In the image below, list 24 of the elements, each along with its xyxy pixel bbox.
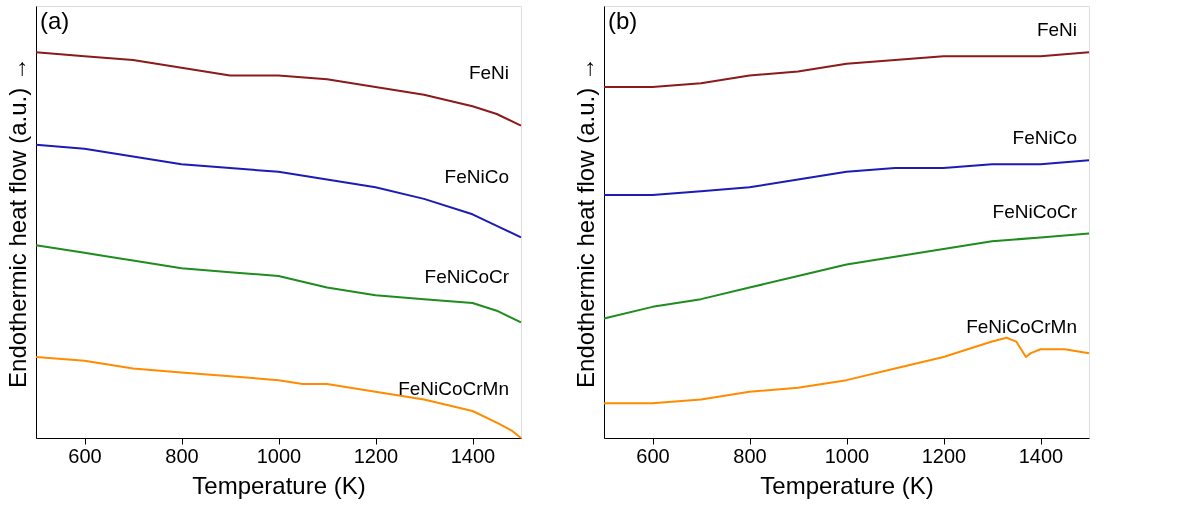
text: (b) <box>608 7 638 34</box>
x-tick-label: 800 <box>733 444 767 467</box>
x-tick-label: 600 <box>68 444 102 467</box>
y-axis-title: Endothermic heat flow (a.u.) → <box>3 57 31 388</box>
x-tick-label: 600 <box>636 444 670 467</box>
x-tick-label: 1000 <box>256 444 302 467</box>
series-label: FeNiCo <box>444 165 509 187</box>
series-label: FeNiCoCrMn <box>966 316 1077 338</box>
x-axis-title: Temperature (K) <box>760 471 934 499</box>
series-label: FeNiCoCr <box>424 266 510 288</box>
x-tick-label: 1400 <box>450 444 496 467</box>
x-axis-title: Temperature (K) <box>192 471 366 499</box>
series-label: FeNiCoCr <box>992 200 1078 222</box>
x-tick-label: 1200 <box>353 444 399 467</box>
series-label: FeNi <box>1036 19 1077 41</box>
text: (a) <box>40 7 70 34</box>
x-tick-label: 1400 <box>1018 444 1064 467</box>
x-tick-label: 800 <box>165 444 199 467</box>
y-axis-title: Endothermic heat flow (a.u.) → <box>571 57 599 388</box>
series-label: FeNi <box>468 61 509 83</box>
x-tick-label: 1000 <box>824 444 870 467</box>
series-label: FeNiCo <box>1012 127 1077 149</box>
series-label: FeNiCoCrMn <box>398 378 509 399</box>
x-tick-label: 1200 <box>921 444 967 467</box>
